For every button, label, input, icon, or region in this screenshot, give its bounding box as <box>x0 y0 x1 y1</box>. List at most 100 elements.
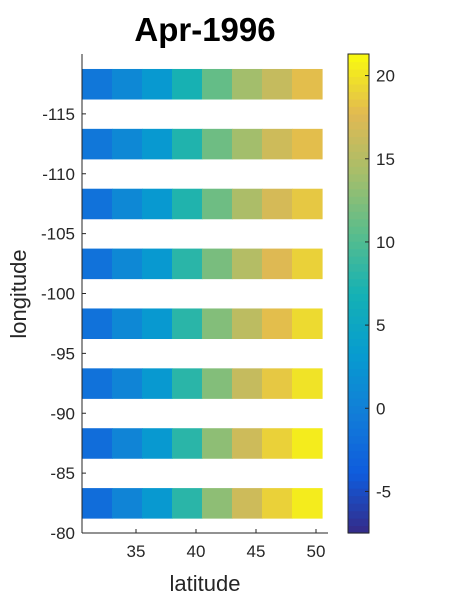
heatmap-cell <box>142 128 173 160</box>
colorbar-segment <box>348 488 369 497</box>
heatmap-cell <box>262 308 293 340</box>
colorbar-tick-label: 15 <box>376 150 395 169</box>
colorbar-segment <box>348 293 369 302</box>
colorbar-segment <box>348 286 369 295</box>
colorbar-segment <box>348 91 369 100</box>
heatmap-cell <box>112 428 143 459</box>
heatmap-cell <box>172 368 203 399</box>
heatmap-cell <box>292 488 323 519</box>
heatmap-cell <box>292 368 323 399</box>
colorbar-segment <box>348 300 369 310</box>
y-tick-label: -110 <box>42 165 75 184</box>
heatmap-cell <box>142 68 173 100</box>
heatmap-cell <box>262 68 293 100</box>
colorbar-segment <box>348 128 369 137</box>
heatmap-cell <box>262 428 293 459</box>
heatmap-cell <box>82 368 113 399</box>
heatmap-cell <box>202 428 233 459</box>
chart-title: Apr-1996 <box>134 11 275 48</box>
heatmap-cell <box>172 308 203 340</box>
heatmap-cell <box>172 188 203 220</box>
colorbar-segment <box>348 166 369 175</box>
heatmap-cell <box>172 68 203 100</box>
heatmap-cell <box>82 308 113 340</box>
heatmap-cell <box>112 248 143 280</box>
x-tick-label: 45 <box>247 542 266 561</box>
colorbar-segment <box>348 263 369 272</box>
colorbar-tick-label: 10 <box>376 233 395 252</box>
colorbar-segment <box>348 271 369 280</box>
heatmap-cell <box>292 428 323 459</box>
colorbar-segment <box>348 61 369 70</box>
colorbar-segment <box>348 158 369 167</box>
colorbar-tick-label: -5 <box>376 482 391 501</box>
heatmap-cell <box>262 128 293 160</box>
heatmap-cells <box>82 68 323 519</box>
colorbar-segment <box>348 241 369 250</box>
colorbar-segment <box>348 188 369 197</box>
colorbar-segment <box>348 330 369 340</box>
colorbar-segment <box>348 54 369 63</box>
colorbar-segment <box>348 248 369 257</box>
colorbar-segment <box>348 405 369 414</box>
heatmap-cell <box>202 368 233 399</box>
colorbar-segment <box>348 136 369 145</box>
y-tick-label: -90 <box>50 404 75 423</box>
colorbar-segment <box>348 495 369 504</box>
colorbar-segment <box>348 173 369 182</box>
heatmap-cell <box>112 128 143 160</box>
heatmap-cell <box>172 248 203 280</box>
heatmap-cell <box>232 128 263 160</box>
heatmap-cell <box>112 188 143 220</box>
heatmap-cell <box>172 128 203 160</box>
heatmap-cell <box>292 248 323 280</box>
y-tick-label: -95 <box>50 344 75 363</box>
x-tick-label: 40 <box>187 542 206 561</box>
heatmap-cell <box>202 248 233 280</box>
heatmap-axes: 35 40 45 50 -115 -110 -105 -100 -95 -90 -85 -80 <box>41 54 328 561</box>
heatmap-cell <box>82 128 113 160</box>
colorbar-segment <box>348 413 369 422</box>
colorbar-segment <box>348 510 369 519</box>
colorbar-segment <box>348 113 369 122</box>
heatmap-cell <box>292 68 323 100</box>
heatmap-cell <box>232 308 263 340</box>
colorbar: -5 0 5 10 15 20 <box>347 53 395 534</box>
heatmap-cell <box>142 308 173 340</box>
x-axis-label: latitude <box>170 571 241 596</box>
y-tick-label: -100 <box>41 285 75 304</box>
colorbar-segment <box>348 121 369 130</box>
x-tick-label: 50 <box>307 542 326 561</box>
heatmap-cell <box>232 68 263 100</box>
colorbar-tick-label: 0 <box>376 399 385 418</box>
heatmap-cell <box>262 188 293 220</box>
colorbar-segment <box>348 503 369 512</box>
colorbar-segment <box>348 226 369 235</box>
heatmap-cell <box>112 368 143 399</box>
colorbar-segment <box>348 465 369 474</box>
heatmap-cell <box>172 428 203 459</box>
heatmap-cell <box>202 128 233 160</box>
colorbar-frame <box>347 53 370 534</box>
colorbar-segment <box>348 398 369 407</box>
colorbar-segment <box>348 383 369 392</box>
heatmap-cell <box>172 488 203 519</box>
heatmap-cell <box>112 308 143 340</box>
heatmap-cell <box>82 428 113 459</box>
heatmap-cell <box>202 188 233 220</box>
heatmap-cell <box>292 128 323 160</box>
colorbar-segment <box>348 360 369 369</box>
colorbar-segment <box>348 218 369 227</box>
colorbar-segment <box>348 278 369 287</box>
colorbar-segment <box>348 420 369 429</box>
colorbar-segment <box>348 196 369 205</box>
colorbar-segment <box>348 83 369 93</box>
heatmap-cell <box>112 68 143 100</box>
colorbar-segment <box>348 443 369 452</box>
colorbar-segment <box>348 233 369 242</box>
heatmap-cell <box>142 428 173 459</box>
heatmap-cell <box>142 188 173 220</box>
heatmap-cell <box>232 368 263 399</box>
colorbar-segment <box>348 353 369 362</box>
heatmap-cell <box>82 68 113 100</box>
